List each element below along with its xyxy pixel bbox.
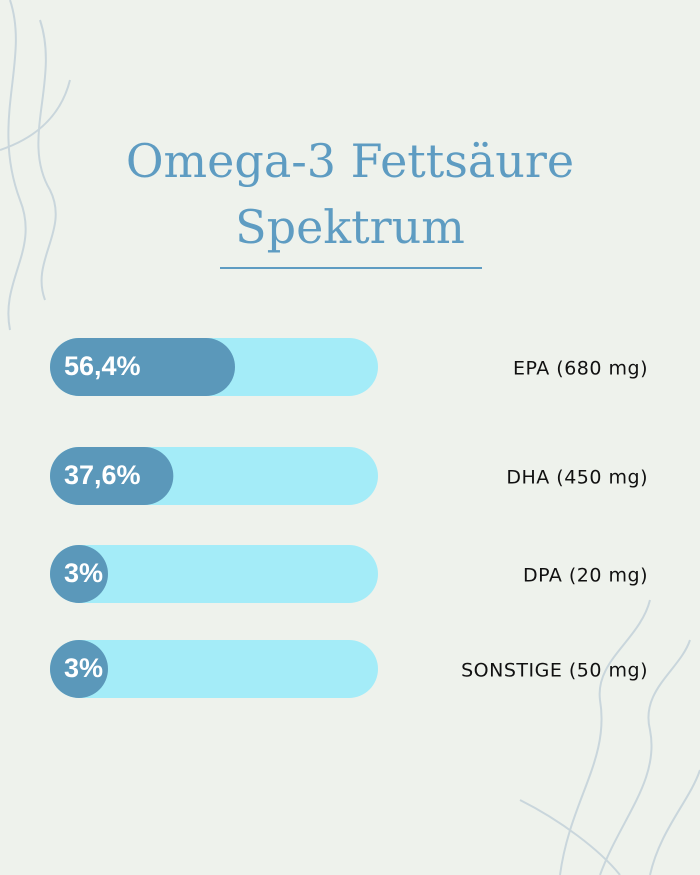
- value-label: 3%: [64, 653, 103, 683]
- value-label: 3%: [64, 558, 103, 588]
- bar-track: [50, 640, 378, 698]
- bar-track: [50, 545, 378, 603]
- chart-title: Omega-3 Fettsäure Spektrum: [125, 134, 575, 254]
- bar: [50, 640, 108, 698]
- category-label: EPA (680 mg): [513, 358, 648, 380]
- category-label: SONSTIGE (50 mg): [461, 660, 648, 682]
- bar: [50, 545, 108, 603]
- bar: [50, 338, 235, 396]
- value-label: 56,4%: [64, 351, 141, 381]
- bar: [50, 447, 174, 505]
- category-label: DHA (450 mg): [506, 467, 648, 489]
- category-label: DPA (20 mg): [523, 565, 648, 587]
- value-label: 37,6%: [64, 460, 141, 490]
